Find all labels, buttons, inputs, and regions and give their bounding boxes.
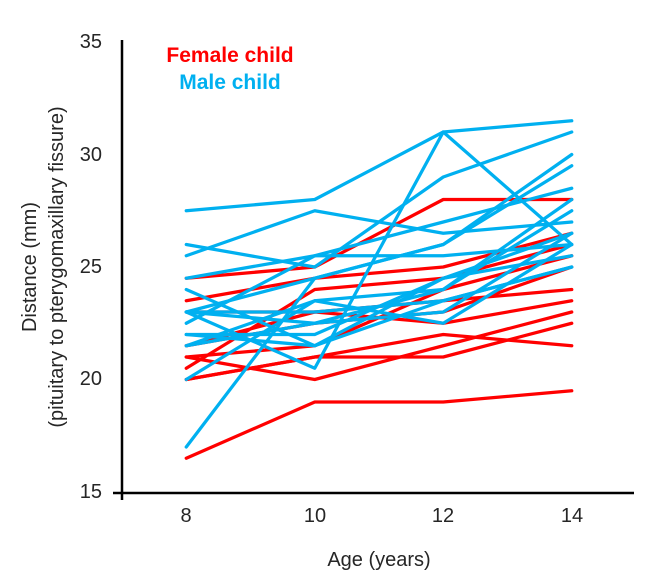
- y-tick-20: 20: [79, 368, 102, 390]
- series-line-female-9: [184, 332, 574, 382]
- x-tick-14: 14: [560, 505, 584, 527]
- x-axis-title: Age (years): [327, 549, 431, 571]
- series-line-male-16: [184, 265, 574, 348]
- legend-male-label: Male child: [179, 71, 281, 94]
- x-tick-10: 10: [303, 505, 327, 527]
- y-axis-title: Distance (mm) (pituitary to pterygomaxil…: [17, 52, 71, 482]
- series-line-male-8: [184, 254, 574, 348]
- x-tick-8: 8: [180, 505, 192, 527]
- series-lines: [184, 119, 574, 460]
- series-line-male-10: [184, 119, 574, 213]
- series-line-female-10: [184, 389, 574, 460]
- legend-female-label: Female child: [166, 44, 294, 67]
- y-axis-title-line1: Distance (mm): [19, 202, 41, 333]
- legend: Female child Male child: [155, 42, 305, 96]
- series-line-male-14: [184, 242, 574, 325]
- x-tick-12: 12: [431, 505, 455, 527]
- y-axis-title-line2: (pituitary to pterygomaxillary fissure): [46, 106, 68, 428]
- y-tick-15: 15: [79, 481, 102, 503]
- series-line-male-15: [184, 152, 574, 314]
- series-line-male-12: [184, 197, 574, 348]
- y-tick-35: 35: [79, 31, 102, 53]
- y-tick-25: 25: [79, 256, 102, 278]
- y-tick-30: 30: [79, 144, 102, 166]
- series-line-male-4: [184, 209, 574, 258]
